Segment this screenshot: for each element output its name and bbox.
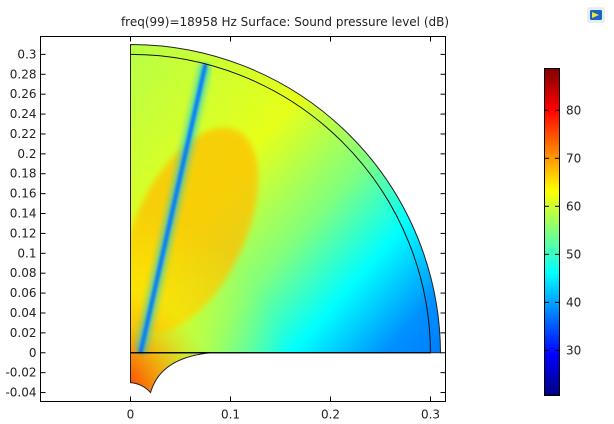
- y-tick-label: -0.02: [5, 366, 36, 380]
- domain-outlines: [130, 43, 442, 394]
- colorbar-tick-label: 60: [566, 199, 581, 213]
- y-tick-label: 0.26: [10, 87, 37, 101]
- y-tick-label: 0.3: [17, 47, 36, 61]
- colorbar-tick-label: 70: [566, 151, 581, 165]
- plot-title: freq(99)=18958 Hz Surface: Sound pressur…: [121, 15, 449, 29]
- colorbar-tick-label: 80: [566, 103, 581, 117]
- surface-field: [130, 44, 441, 393]
- field-hot-core: [130, 140, 360, 393]
- lower-region-boundary: [130, 352, 211, 394]
- y-tick-label: 0.14: [10, 207, 37, 221]
- inner-boundary-arc: [130, 53, 431, 353]
- y-tick-label: 0.22: [10, 127, 37, 141]
- y-tick-label: 0.12: [10, 226, 37, 240]
- y-tick-label: 0.04: [10, 306, 37, 320]
- field-null-ray-glow: [134, 63, 212, 355]
- colorbar-tick-label: 50: [566, 247, 581, 261]
- y-tick-label: 0: [29, 346, 37, 360]
- y-tick-label: 0.24: [10, 107, 37, 121]
- y-tick-label: 0.02: [10, 326, 37, 340]
- y-tick-label: 0.28: [10, 67, 37, 81]
- comsol-logo-icon[interactable]: [586, 6, 606, 24]
- y-tick-label: 0.1: [17, 246, 36, 260]
- x-tick-label: 0.3: [421, 408, 440, 422]
- y-tick-label: 0.16: [10, 187, 37, 201]
- x-tick-label: 0.2: [321, 408, 340, 422]
- y-tick-label: 0.2: [17, 147, 36, 161]
- x-tick-label: 0: [127, 408, 135, 422]
- colorbar: [544, 68, 560, 396]
- y-tick-label: -0.04: [5, 386, 36, 400]
- colorbar-ticks: 30 40 50 60 70 80: [544, 103, 581, 357]
- y-tick-label: 0.06: [10, 286, 37, 300]
- plot-frame: [40, 36, 446, 402]
- y-tick-label: 0.18: [10, 167, 37, 181]
- outer-boundary: [130, 43, 442, 354]
- y-axis: -0.04 -0.02 0 0.02 0.04 0.06 0.08 0.1 0.12 0.14 0.…: [5, 47, 446, 400]
- colorbar-tick-label: 30: [566, 343, 581, 357]
- colorbar-tick-label: 40: [566, 295, 581, 309]
- x-tick-label: 0.1: [221, 408, 240, 422]
- x-axis: 0 0.1 0.2 0.3: [127, 36, 440, 422]
- y-tick-label: 0.08: [10, 266, 37, 280]
